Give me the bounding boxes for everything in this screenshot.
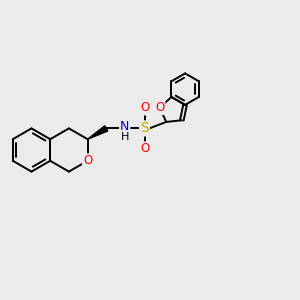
Text: O: O xyxy=(140,142,149,155)
Text: O: O xyxy=(155,101,164,114)
Polygon shape xyxy=(88,126,108,139)
Text: H: H xyxy=(121,132,129,142)
Text: N: N xyxy=(120,120,129,133)
Text: O: O xyxy=(83,154,92,167)
Text: O: O xyxy=(140,101,149,115)
Text: S: S xyxy=(140,122,149,135)
